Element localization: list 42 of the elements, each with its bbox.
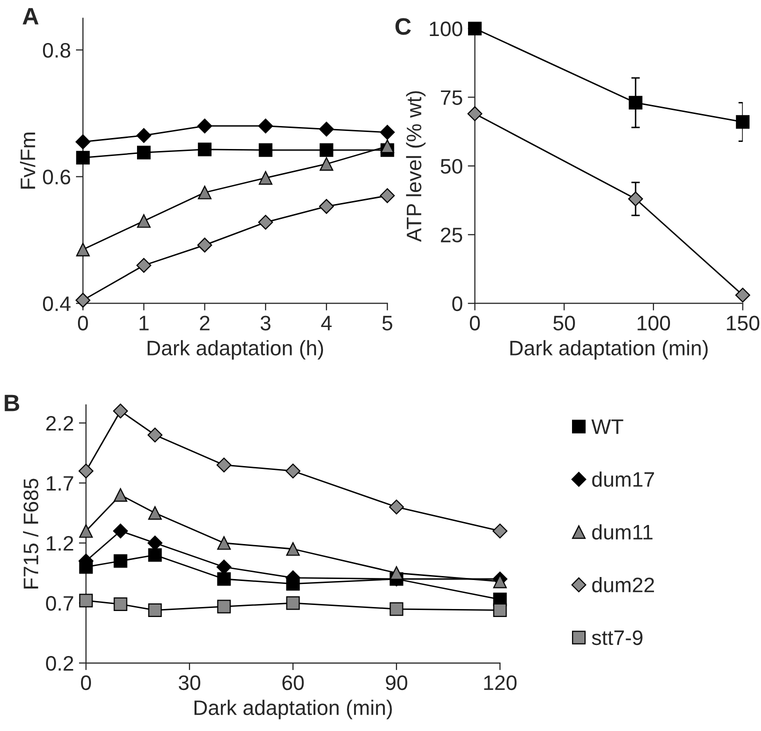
y-axis-title: Fv/Fm [20,132,36,189]
x-tick-label: 120 [484,675,517,690]
x-tick-label: 1 [140,316,149,330]
legend-label: dum11 [592,524,652,540]
legend-label: dum22 [592,577,654,592]
x-axis-title: Dark adaptation (min) [194,700,392,720]
y-tick-label: 100 [430,22,462,36]
legend-label: WT [591,420,624,434]
x-tick-label: 100 [638,316,670,330]
x-axis-title: Dark adaptation (h) [148,340,324,360]
x-tick-label: 0 [470,316,480,330]
legend-label: stt7-9 [592,630,642,646]
y-tick-label: 1.2 [46,536,74,551]
x-tick-label: 30 [178,675,200,690]
y-tick-label: 1.7 [46,476,74,491]
x-tick-label: 0 [78,316,88,330]
y-tick-label: 0.8 [43,42,70,58]
x-tick-label: 150 [726,316,760,330]
chart-title: B [4,394,20,412]
y-tick-label: 0.4 [43,296,71,312]
chart-title: C [395,18,411,35]
x-tick-label: 60 [282,675,304,690]
y-tick-label: 0.2 [46,656,74,671]
x-tick-label: 3 [260,316,270,330]
x-tick-label: 5 [382,316,392,330]
y-axis-title: ATP level (% wt) [406,91,426,242]
x-tick-label: 90 [386,675,408,690]
y-tick-label: 75 [440,90,462,105]
legend-label: dum17 [592,472,654,487]
x-tick-label: 50 [553,316,575,330]
y-tick-label: 2.2 [46,416,74,431]
y-tick-label: 25 [440,228,462,242]
x-axis-title: Dark adaptation (min) [510,340,708,360]
x-tick-label: 0 [81,675,91,690]
y-tick-label: 0.6 [43,170,70,184]
y-tick-label: 0.7 [46,596,74,611]
y-axis-title: F715 / F685 [23,478,38,588]
x-tick-label: 4 [321,316,332,330]
y-tick-label: 50 [440,158,462,174]
y-tick-label: 0 [452,296,462,312]
chart-title: A [22,8,38,24]
x-tick-label: 2 [200,316,210,330]
